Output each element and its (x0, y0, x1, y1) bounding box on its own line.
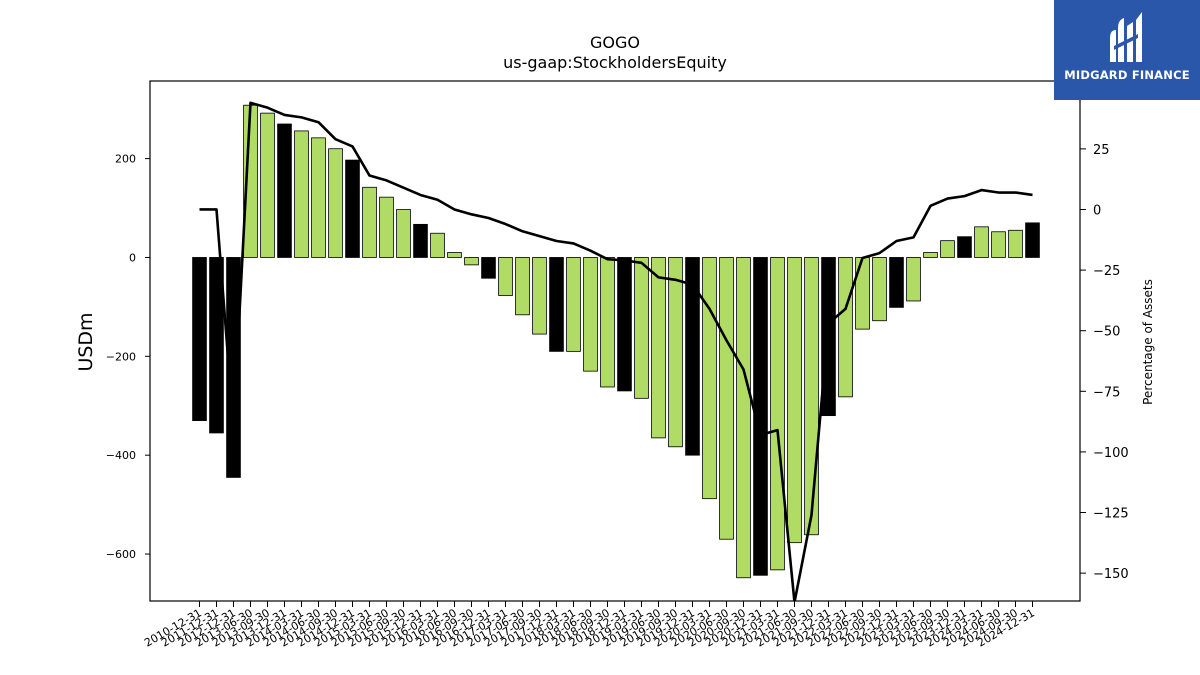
bar-2017-03-31 (498, 257, 513, 296)
right-axis: −150 −125 −100 −75 −50 −25 0 25 (1080, 143, 1129, 582)
left-tick-label: 0 (129, 251, 136, 264)
left-tick-label: −600 (106, 548, 136, 561)
logo-brand-text: MIDGARD FINANCE (1064, 68, 1190, 82)
bar-2013-09-30 (260, 112, 275, 258)
bar-2020-09-30 (736, 257, 751, 579)
bar-2018-06-30 (583, 257, 598, 372)
bar-2019-12-31 (685, 257, 700, 456)
bar-2014-06-30 (311, 137, 326, 258)
bar-2022-03-31 (838, 257, 853, 398)
bar-2020-06-30 (719, 257, 734, 540)
bar-2019-09-30 (668, 257, 683, 448)
bar-2015-12-31 (413, 223, 428, 258)
y2-axis-label: Percentage of Assets (1141, 279, 1155, 405)
bar-2014-03-31 (294, 130, 309, 258)
x-axis: 2010-12-312011-12-312012-12-312013-06-30… (142, 601, 1037, 650)
bar-2018-09-30 (600, 257, 615, 388)
y-axis-label: USDm (75, 312, 97, 371)
bar-2015-09-30 (396, 209, 411, 258)
bar-2024-06-30 (991, 231, 1006, 258)
left-axis: −600 −400 −200 0 200 (106, 153, 150, 561)
bar-2022-06-30 (855, 257, 870, 330)
bar-2021-09-30 (804, 257, 819, 536)
bar-2020-03-31 (702, 257, 717, 500)
bar-2022-12-31 (889, 257, 904, 308)
percentage-of-assets-line (199, 101, 1033, 601)
bar-2023-12-31 (957, 236, 972, 258)
bar-2023-06-30 (923, 252, 938, 258)
midgard-logo-icon (1110, 12, 1142, 62)
bar-2016-03-31 (430, 232, 445, 258)
bar-2013-12-31 (277, 123, 292, 258)
right-tick-label: −100 (1093, 446, 1129, 461)
right-tick-label: −150 (1093, 567, 1129, 582)
bar-2012-12-31 (226, 257, 241, 478)
bar-2016-09-30 (464, 257, 479, 266)
bar-2024-03-31 (974, 226, 989, 258)
bar-2016-06-30 (447, 252, 462, 258)
percentage-line (199, 101, 1033, 601)
bar-2018-03-31 (566, 257, 581, 352)
bar-2024-09-30 (1008, 229, 1023, 258)
right-tick-label: −50 (1093, 325, 1120, 340)
right-tick-label: 0 (1093, 203, 1101, 218)
left-tick-label: 200 (115, 153, 136, 166)
midgard-finance-logo: MIDGARD FINANCE (1054, 0, 1200, 100)
bar-2023-03-31 (906, 257, 921, 302)
bar-2022-09-30 (872, 257, 887, 322)
left-tick-label: −400 (106, 449, 136, 462)
bar-2017-09-30 (532, 257, 547, 335)
bar-2017-06-30 (515, 257, 530, 316)
right-tick-label: −75 (1093, 385, 1120, 400)
bar-2018-12-31 (617, 257, 632, 392)
bar-2015-03-31 (362, 186, 377, 258)
bar-2023-09-30 (940, 240, 955, 258)
right-tick-label: −125 (1093, 507, 1129, 522)
bar-2021-06-30 (787, 257, 802, 544)
bar-2020-12-31 (753, 257, 768, 576)
left-tick-label: −200 (106, 350, 136, 363)
bar-2019-06-30 (651, 257, 666, 439)
right-tick-label: −25 (1093, 264, 1120, 279)
bar-2017-12-31 (549, 257, 564, 352)
bar-2015-06-30 (379, 196, 394, 258)
bar-2014-12-31 (345, 159, 360, 258)
plot-frame (149, 80, 1081, 602)
bar-2021-03-31 (770, 257, 785, 571)
chart-subtitle: us-gaap:StockholdersEquity (503, 53, 727, 72)
bar-2014-09-30 (328, 148, 343, 258)
bar-2019-03-31 (634, 257, 649, 399)
bar-2016-12-31 (481, 257, 496, 279)
bar-series (192, 104, 1040, 579)
bar-2011-12-31 (209, 257, 224, 434)
right-tick-label: 25 (1093, 143, 1110, 158)
chart-title: GOGO (590, 33, 640, 52)
bar-2010-12-31 (192, 257, 207, 421)
bar-2024-12-31 (1025, 222, 1040, 258)
